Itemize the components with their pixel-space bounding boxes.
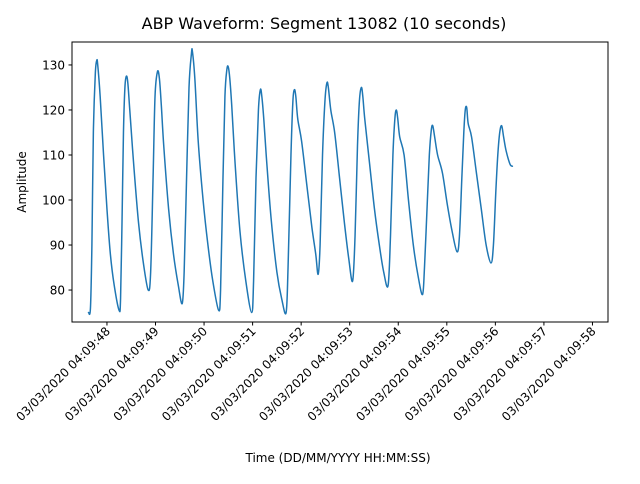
y-tick-label: 130 [42, 58, 65, 72]
y-tick-label: 110 [42, 148, 65, 162]
y-axis: 80 90 100 110 120 130 [42, 58, 72, 298]
y-tick-label: 90 [50, 239, 65, 253]
y-tick-label: 120 [42, 103, 65, 117]
x-axis-label: Time (DD/MM/YYYY HH:MM:SS) [244, 451, 430, 465]
plot-frame [71, 41, 609, 323]
series-layer [87, 48, 514, 315]
y-axis-label: Amplitude [15, 151, 29, 213]
y-tick-label: 100 [42, 194, 65, 208]
series-line [87, 48, 514, 315]
chart-title: ABP Waveform: Segment 13082 (10 seconds) [142, 14, 507, 33]
y-tick-label: 80 [50, 284, 65, 298]
